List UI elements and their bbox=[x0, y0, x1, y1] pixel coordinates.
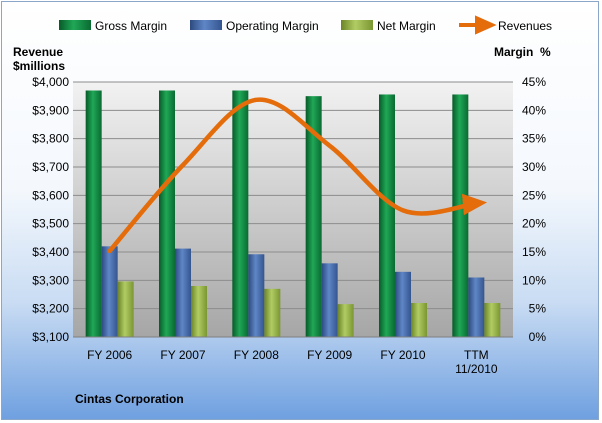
left-axis-ticks: $3,100 $3,200 $3,300 $3,400 $3,500 $3,600 $3,7… bbox=[32, 75, 69, 344]
right-tick-label: 5% bbox=[529, 302, 547, 316]
gross-margin-bar bbox=[379, 94, 395, 337]
gross-margin-bar bbox=[85, 90, 102, 337]
net-margin-bar bbox=[264, 288, 281, 337]
legend-swatch-operating-margin bbox=[190, 20, 222, 30]
left-tick-label: $3,800 bbox=[32, 132, 69, 146]
operating-margin-bar bbox=[101, 246, 118, 337]
legend-label-revenues: Revenues bbox=[498, 19, 552, 33]
net-margin-bar bbox=[117, 281, 134, 337]
left-tick-label: $3,900 bbox=[32, 103, 69, 117]
net-margin-bar bbox=[484, 303, 501, 337]
legend: Gross Margin Operating Margin Net Margin… bbox=[59, 15, 552, 35]
left-tick-label: $3,600 bbox=[32, 188, 69, 202]
right-tick-label: 15% bbox=[522, 245, 546, 259]
legend-item-gross-margin: Gross Margin bbox=[59, 19, 167, 33]
operating-margin-bar bbox=[175, 248, 191, 337]
left-tick-label: $3,500 bbox=[32, 217, 69, 231]
category-label: FY 2006 bbox=[87, 348, 132, 362]
category-labels: FY 2006 FY 2007 FY 2008 FY 2009 FY 2010 TTM 11… bbox=[87, 348, 498, 376]
category-label: FY 2008 bbox=[234, 348, 279, 362]
gross-margin-bar bbox=[232, 90, 249, 337]
right-tick-label: 10% bbox=[522, 273, 546, 287]
left-tick-label: $3,100 bbox=[32, 330, 69, 344]
operating-margin-bar bbox=[248, 254, 265, 337]
revenue-line-group bbox=[107, 97, 488, 254]
grid-lines bbox=[73, 81, 513, 310]
net-margin-bar bbox=[411, 303, 427, 337]
right-axis-ticks: 0% 5% 10% 15% 20% 25% 30% 35% 40% 45% bbox=[522, 75, 546, 344]
right-axis-title: Margin % bbox=[494, 45, 551, 59]
gross-margin-bar bbox=[452, 94, 469, 337]
legend-label-operating-margin: Operating Margin bbox=[226, 19, 319, 33]
category-label: FY 2010 bbox=[380, 348, 425, 362]
right-tick-label: 25% bbox=[522, 188, 546, 202]
right-tick-label: 40% bbox=[522, 103, 546, 117]
legend-item-operating-margin: Operating Margin bbox=[190, 19, 319, 33]
operating-margin-bar bbox=[321, 263, 338, 337]
left-tick-label: $3,400 bbox=[32, 245, 69, 259]
left-axis-title-line1: Revenue bbox=[13, 45, 63, 59]
left-tick-label: $3,300 bbox=[32, 273, 69, 287]
legend-item-net-margin: Net Margin bbox=[341, 19, 436, 33]
net-margin-bar bbox=[337, 304, 354, 337]
gross-margin-bar bbox=[305, 96, 322, 338]
category-label: TTM 11/2010 bbox=[455, 348, 498, 376]
legend-label-gross-margin: Gross Margin bbox=[95, 19, 167, 33]
right-tick-label: 20% bbox=[522, 217, 546, 231]
company-name: Cintas Corporation bbox=[75, 392, 184, 406]
legend-item-revenues: Revenues bbox=[459, 15, 552, 35]
legend-swatch-gross-margin bbox=[59, 20, 91, 30]
gross-margin-bar bbox=[159, 90, 175, 337]
right-tick-label: 35% bbox=[522, 132, 546, 146]
legend-label-net-margin: Net Margin bbox=[377, 19, 436, 33]
legend-swatch-net-margin bbox=[341, 20, 373, 30]
right-tick-label: 0% bbox=[529, 330, 547, 344]
category-label: FY 2007 bbox=[160, 348, 205, 362]
net-margin-bar bbox=[191, 286, 207, 337]
bars bbox=[85, 90, 501, 338]
left-tick-label: $4,000 bbox=[32, 75, 69, 89]
category-label: FY 2009 bbox=[307, 348, 352, 362]
left-tick-label: $3,200 bbox=[32, 302, 69, 316]
operating-margin-bar bbox=[468, 277, 485, 337]
left-axis-title-line2: $millions bbox=[13, 59, 65, 73]
left-tick-label: $3,700 bbox=[32, 160, 69, 174]
operating-margin-bar bbox=[395, 271, 411, 337]
right-tick-label: 30% bbox=[522, 160, 546, 174]
right-tick-label: 45% bbox=[522, 75, 546, 89]
